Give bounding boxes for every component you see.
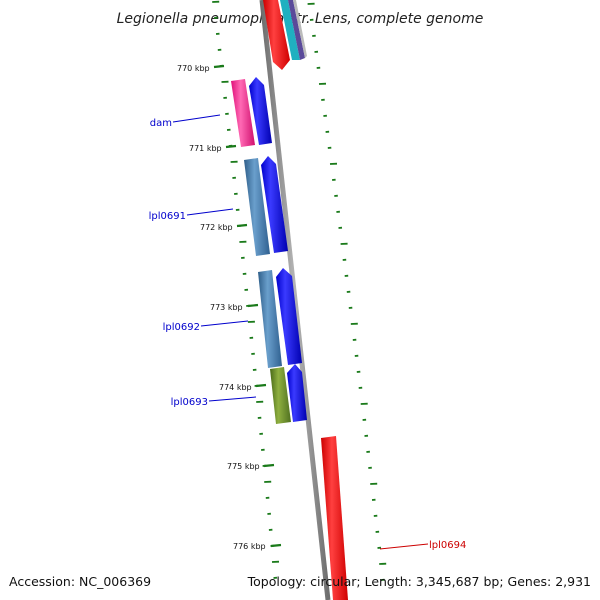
kbp-tick-mark (225, 144, 237, 149)
kbp-tick-mark (213, 64, 225, 69)
gene-label-lpl0694[interactable]: lpl0694 (429, 540, 466, 551)
accession-text: Accession: NC_006369 (9, 574, 151, 589)
kbp-tick-label: 774 kbp (219, 383, 252, 392)
kbp-tick-mark (270, 543, 282, 548)
cds-feature (280, 0, 300, 60)
cds-feature (288, 0, 305, 60)
kbp-tick-labels: 770 kbp 771 kbp 772 kbp 773 kbp 774 kbp … (177, 64, 266, 551)
cog-block-dam (231, 79, 255, 147)
reverse-cds-lpl0694 (321, 436, 348, 600)
gene-label-lpl0693[interactable]: lpl0693 (171, 397, 208, 408)
kbp-tick-mark (236, 223, 248, 228)
label-leader-line (200, 320, 249, 327)
reverse-cds-arrow (263, 0, 290, 70)
gene-label-lpl0691[interactable]: lpl0691 (149, 211, 186, 222)
topology-summary-text: Topology: circular; Length: 3,345,687 bp… (247, 574, 591, 589)
map-title: Legionella pneumophila str. Lens, comple… (117, 11, 484, 27)
gene-labels: dam lpl0691 lpl0692 lpl0693 lpl0694 (149, 114, 466, 551)
gene-label-lpl0692[interactable]: lpl0692 (163, 322, 200, 333)
gene-label-dam[interactable]: dam (150, 118, 172, 129)
kbp-tick-label: 776 kbp (233, 542, 266, 551)
label-leader-line (379, 543, 429, 550)
kbp-tick-label: 770 kbp (177, 64, 210, 73)
top-partial-genes (263, 0, 307, 70)
label-leader-line (186, 208, 234, 216)
kbp-tick-label: 772 kbp (200, 223, 233, 232)
kbp-tick-marks (213, 64, 282, 548)
gene-features (231, 77, 348, 600)
kbp-tick-mark (247, 303, 259, 308)
cog-block-lpl0693 (270, 367, 291, 424)
kbp-tick-mark (263, 463, 275, 468)
cog-block-lpl0691 (244, 158, 270, 256)
forward-cds-arrow-dam (249, 77, 272, 145)
forward-cds-arrow-lpl0692 (276, 268, 302, 365)
forward-cds-arrow-lpl0691 (261, 156, 288, 253)
right-tick-ring (307, 2, 387, 581)
kbp-tick-mark (255, 383, 267, 388)
genome-backbone (259, 0, 331, 600)
kbp-tick-label: 773 kbp (210, 303, 243, 312)
kbp-tick-label: 775 kbp (227, 462, 260, 471)
cog-block-lpl0692 (258, 270, 282, 368)
kbp-tick-label: 771 kbp (189, 144, 222, 153)
label-leader-line (172, 114, 221, 123)
forward-cds-arrow-lpl0693 (287, 364, 307, 422)
cds-feature (293, 0, 307, 58)
label-leader-line (208, 396, 257, 402)
